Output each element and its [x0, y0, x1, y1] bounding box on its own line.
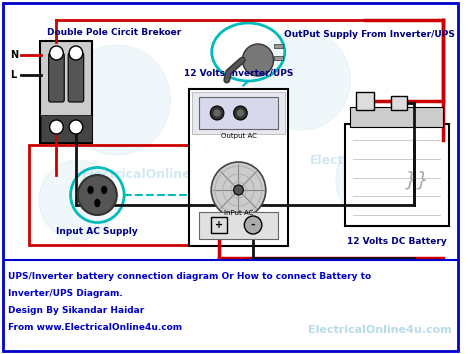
Text: N: N: [10, 50, 18, 60]
FancyBboxPatch shape: [211, 217, 227, 233]
Text: Input AC Supply: Input AC Supply: [56, 227, 138, 236]
FancyBboxPatch shape: [40, 41, 92, 143]
FancyBboxPatch shape: [392, 96, 407, 110]
Bar: [190, 145, 287, 245]
FancyBboxPatch shape: [273, 44, 283, 48]
Ellipse shape: [95, 200, 100, 206]
Circle shape: [242, 44, 273, 76]
Text: Output AC: Output AC: [220, 133, 256, 139]
FancyBboxPatch shape: [192, 92, 285, 134]
Circle shape: [214, 110, 220, 116]
Circle shape: [211, 162, 266, 218]
Ellipse shape: [102, 187, 107, 194]
Text: +: +: [215, 220, 223, 230]
Text: InPut AC: InPut AC: [224, 210, 253, 216]
FancyBboxPatch shape: [350, 107, 443, 127]
FancyBboxPatch shape: [189, 89, 288, 246]
FancyBboxPatch shape: [199, 212, 278, 239]
Text: OutPut Supply From Inverter/UPS: OutPut Supply From Inverter/UPS: [284, 30, 456, 39]
Circle shape: [210, 106, 224, 120]
Text: Double Pole Circit Brekoer: Double Pole Circit Brekoer: [47, 28, 181, 37]
Circle shape: [50, 120, 63, 134]
FancyBboxPatch shape: [41, 115, 91, 142]
Text: ElectricalOnlin: ElectricalOnlin: [310, 154, 411, 166]
FancyBboxPatch shape: [68, 53, 84, 102]
Circle shape: [190, 135, 258, 205]
Text: -: -: [251, 220, 255, 230]
FancyBboxPatch shape: [273, 56, 283, 60]
Text: UPS/Inverter battery connection diagram Or How to connect Battery to: UPS/Inverter battery connection diagram …: [8, 272, 371, 281]
Circle shape: [69, 46, 83, 60]
FancyBboxPatch shape: [199, 97, 278, 129]
Text: 12 Volts Inverter/UPS: 12 Volts Inverter/UPS: [184, 69, 293, 78]
Circle shape: [237, 110, 243, 116]
Text: Design By Sikandar Haidar: Design By Sikandar Haidar: [8, 306, 144, 315]
Text: From www.ElectricalOnline4u.com: From www.ElectricalOnline4u.com: [8, 323, 182, 332]
Bar: [29, 145, 224, 245]
Ellipse shape: [88, 187, 93, 194]
Text: ElectricalOnline4: ElectricalOnline4: [82, 169, 201, 182]
Text: }}: }}: [405, 171, 429, 189]
Circle shape: [234, 185, 243, 195]
Circle shape: [78, 175, 117, 215]
FancyBboxPatch shape: [356, 92, 374, 110]
Circle shape: [63, 45, 170, 155]
Text: L: L: [10, 70, 16, 80]
Circle shape: [234, 106, 247, 120]
Text: ElectricalOnline4u.com: ElectricalOnline4u.com: [308, 325, 452, 335]
Circle shape: [253, 30, 350, 130]
Text: 12 Volts DC Battery: 12 Volts DC Battery: [347, 237, 447, 246]
Text: Inverter/UPS Diagram.: Inverter/UPS Diagram.: [8, 289, 123, 298]
Circle shape: [69, 120, 83, 134]
Circle shape: [336, 135, 423, 225]
Circle shape: [50, 46, 63, 60]
Circle shape: [39, 160, 117, 240]
FancyBboxPatch shape: [49, 53, 64, 102]
FancyBboxPatch shape: [345, 124, 449, 226]
Circle shape: [244, 216, 262, 234]
